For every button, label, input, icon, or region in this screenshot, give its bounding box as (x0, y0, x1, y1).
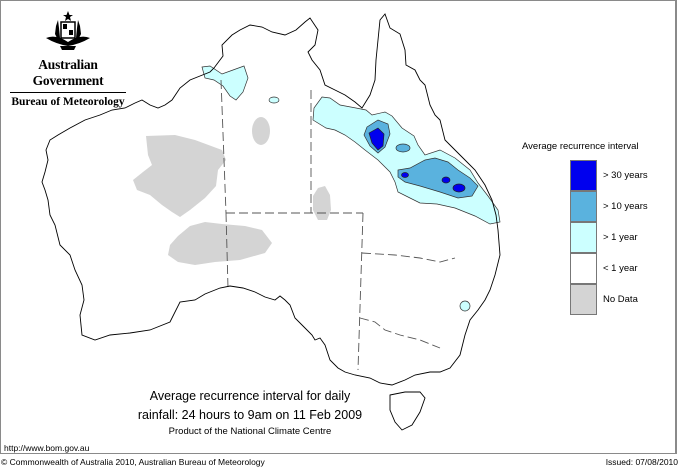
legend-swatch (570, 221, 597, 253)
agency-title: Bureau of Meteorology (11, 96, 125, 108)
legend-swatch (570, 252, 597, 284)
legend-item-gt30: > 30 years (570, 159, 672, 191)
legend-item-gt10: > 10 years (570, 190, 672, 222)
legend-item-gt1: > 1 year (570, 221, 672, 253)
legend-swatch (570, 159, 597, 191)
legend-label: No Data (603, 294, 638, 305)
bom-logo: Australian Government Bureau of Meteorol… (6, 8, 130, 108)
header-divider (10, 92, 126, 93)
caption-line-2: rainfall: 24 hours to 9am on 11 Feb 2009 (137, 408, 363, 422)
legend-item-no-data: No Data (570, 283, 672, 315)
legend-item-lt1: < 1 year (570, 252, 672, 284)
legend: Average recurrence interval > 30 years >… (522, 141, 672, 315)
caption-line-3: Product of the National Climate Centre (168, 426, 332, 437)
tasmania-outline (389, 391, 426, 431)
legend-label: > 1 year (603, 232, 638, 243)
copyright-text: © Commonwealth of Australia 2010, Austra… (1, 457, 265, 467)
legend-items: > 30 years > 10 years > 1 year < 1 year … (570, 159, 672, 315)
legend-label: < 1 year (603, 263, 638, 274)
coat-of-arms-icon (46, 11, 90, 50)
state-borders (220, 79, 456, 371)
legend-swatch (570, 283, 597, 315)
government-title: Australian Government (32, 57, 104, 88)
legend-title: Average recurrence interval (522, 141, 639, 152)
issued-date: Issued: 07/08/2010 (605, 457, 678, 467)
australia-map (41, 13, 501, 431)
legend-label: > 10 years (603, 201, 648, 212)
map-caption: Average recurrence interval for daily ra… (100, 387, 400, 439)
coastline (41, 13, 501, 431)
no-data-regions (133, 117, 331, 265)
legend-label: > 30 years (603, 170, 648, 181)
gt30-year-regions (368, 127, 466, 193)
caption-line-1: Average recurrence interval for daily (149, 389, 351, 403)
bom-url-link[interactable]: http://www.bom.gov.au (4, 443, 90, 453)
legend-swatch (570, 190, 597, 222)
map-frame (0, 0, 677, 454)
